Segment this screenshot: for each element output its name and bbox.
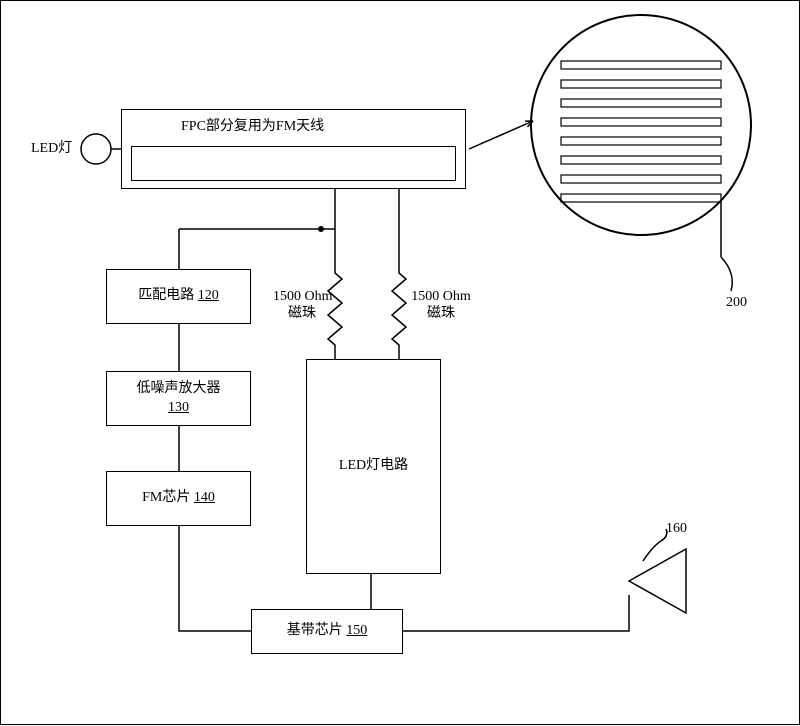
magnifier-ref-num: 200 [726, 295, 747, 312]
ferrite-bead-right-label: 1500 Ohm 磁珠 [411, 289, 471, 323]
matching-circuit-block: 匹配电路 120 [106, 269, 251, 324]
block-label: 基带芯片 [287, 623, 343, 638]
lna-block: 低噪声放大器 130 [106, 371, 251, 426]
fpc-inner-rect [131, 146, 456, 181]
fpc-title: FPC部分复用为FM天线 [181, 119, 324, 136]
led-light-label: LED灯 [31, 141, 72, 158]
block-num: 150 [346, 623, 367, 638]
baseband-chip-block: 基带芯片 150 [251, 609, 403, 654]
block-num: 120 [198, 288, 219, 303]
block-num: 130 [168, 400, 189, 415]
block-num: 140 [194, 490, 215, 505]
ferrite-bead-left-label: 1500 Ohm 磁珠 [273, 289, 331, 323]
led-circuit-block: LED灯电路 [306, 359, 441, 574]
block-label: FM芯片 [142, 490, 190, 505]
block-label: LED灯电路 [339, 457, 408, 475]
speaker-ref-num: 160 [666, 521, 687, 538]
fm-chip-block: FM芯片 140 [106, 471, 251, 526]
block-label: 低噪声放大器 [137, 381, 221, 396]
block-label: 匹配电路 [138, 288, 194, 303]
